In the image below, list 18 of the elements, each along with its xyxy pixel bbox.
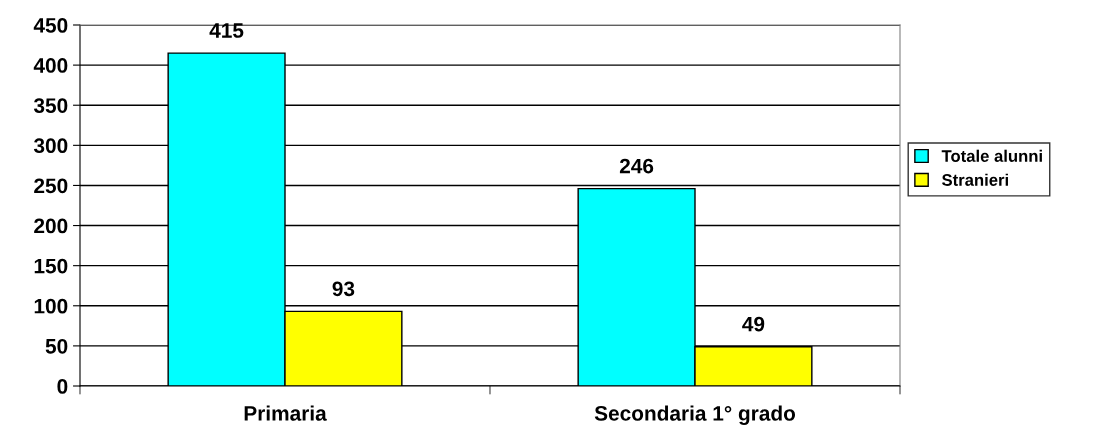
- y-tick-label: 450: [33, 18, 68, 33]
- y-tick-label: 300: [33, 138, 68, 154]
- legend-label: Stranieri: [942, 173, 1008, 186]
- data-label: 93: [332, 281, 355, 297]
- y-tick-label: 0: [57, 379, 68, 394]
- x-tick-label: Secondaria 1° grado: [594, 405, 796, 425]
- y-tick-label: 100: [34, 298, 68, 314]
- data-label: 415: [209, 23, 244, 38]
- data-label: 246: [619, 158, 654, 174]
- data-label: 49: [742, 316, 765, 332]
- y-tick-label: 350: [33, 98, 68, 114]
- legend-label: Totale alunni: [941, 149, 1042, 162]
- x-tick-label: Primaria: [244, 405, 327, 421]
- y-tick-label: 250: [34, 178, 68, 194]
- y-tick-label: 400: [33, 58, 68, 73]
- y-tick-label: 200: [34, 218, 68, 234]
- y-tick-label: 50: [45, 338, 68, 354]
- y-tick-label: 150: [34, 258, 68, 274]
